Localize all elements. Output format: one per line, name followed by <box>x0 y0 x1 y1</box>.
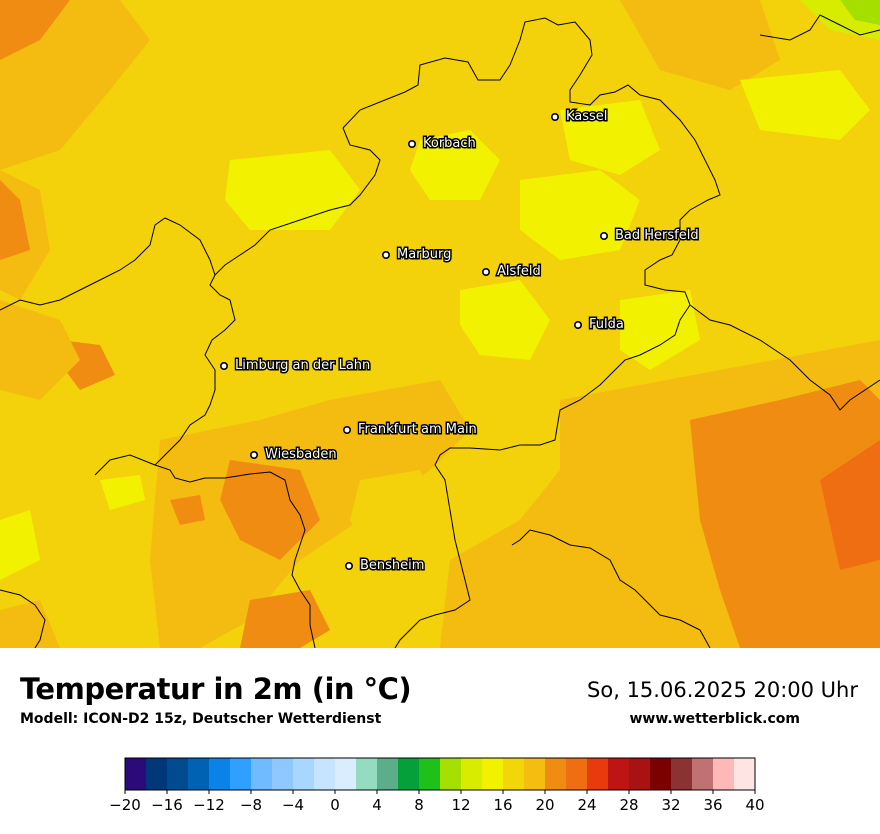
legend-swatch <box>398 758 420 790</box>
legend-swatch <box>230 758 252 790</box>
city-fulda: Fulda <box>573 316 625 334</box>
city-label: Kassel <box>566 109 607 124</box>
legend-swatch <box>713 758 735 790</box>
legend-swatch <box>461 758 483 790</box>
legend-tick-label: 24 <box>577 796 596 814</box>
legend-swatch <box>293 758 315 790</box>
city-label: Limburg an der Lahn <box>235 358 370 373</box>
city-limburg-an-der-lahn: Limburg an der Lahn <box>220 357 372 375</box>
legend-tick-label: −20 <box>109 796 141 814</box>
legend-swatch <box>524 758 546 790</box>
legend-frame <box>124 757 756 791</box>
legend-swatch <box>356 758 378 790</box>
legend-tick-label: 4 <box>372 796 382 814</box>
legend-swatch <box>545 758 567 790</box>
state-border <box>0 14 880 649</box>
legend-tick-label: 40 <box>745 796 764 814</box>
city-label: Bensheim <box>360 558 424 573</box>
forecast-datetime: So, 15.06.2025 20:00 Uhr <box>587 678 858 702</box>
legend-swatch <box>209 758 231 790</box>
temperature-field <box>0 0 880 648</box>
legend-swatch <box>272 758 294 790</box>
legend-swatch <box>251 758 273 790</box>
city-frankfurt-am-main: Frankfurt am Main <box>342 421 478 439</box>
legend-tick-label: −12 <box>193 796 225 814</box>
legend-swatch <box>734 758 756 790</box>
city-label: Wiesbaden <box>265 447 337 462</box>
city-korbach: Korbach <box>407 135 477 153</box>
legend-tick-label: −16 <box>151 796 183 814</box>
legend-swatch <box>650 758 672 790</box>
website-link[interactable]: www.wetterblick.com <box>629 711 801 727</box>
legend-swatch <box>125 758 147 790</box>
legend-swatch <box>419 758 441 790</box>
temperature-map: Kassel Korbach Bad Hersfeld Marburg Alsf… <box>0 0 880 649</box>
city-alsfeld: Alsfeld <box>481 263 542 281</box>
legend-tick-label: 12 <box>451 796 470 814</box>
legend-swatch <box>146 758 168 790</box>
legend-swatch <box>692 758 714 790</box>
legend-tick-label: 8 <box>414 796 424 814</box>
legend-tick-label: 20 <box>535 796 554 814</box>
model-source: Modell: ICON-D2 15z, Deutscher Wetterdie… <box>20 711 382 727</box>
city-wiesbaden: Wiesbaden <box>250 446 338 464</box>
legend-swatch <box>608 758 630 790</box>
legend-tick-label: 36 <box>703 796 722 814</box>
legend-tick-label: 16 <box>493 796 512 814</box>
city-kassel: Kassel <box>550 108 609 126</box>
legend-tick-label: −8 <box>240 796 262 814</box>
legend-swatch <box>440 758 462 790</box>
legend-swatch <box>377 758 399 790</box>
city-bad-hersfeld: Bad Hersfeld <box>599 227 700 245</box>
city-label: Marburg <box>397 247 451 262</box>
color-legend: −20 −16 −12 −8 −4 0 4 8 12 16 20 24 28 32 36 40 <box>0 748 880 830</box>
legend-swatch <box>482 758 504 790</box>
city-label: Fulda <box>589 317 624 332</box>
city-label: Alsfeld <box>497 264 541 279</box>
legend-swatch <box>167 758 189 790</box>
map-footer: Temperatur in 2m (in °C) Modell: ICON-D2… <box>0 648 880 830</box>
legend-tick-label: 32 <box>661 796 680 814</box>
legend-tick-label: −4 <box>282 796 304 814</box>
map-title: Temperatur in 2m (in °C) <box>20 672 412 706</box>
city-markers: Kassel Korbach Bad Hersfeld Marburg Alsf… <box>220 108 700 575</box>
legend-swatch <box>335 758 357 790</box>
legend-swatch <box>314 758 336 790</box>
legend-swatch <box>671 758 693 790</box>
legend-swatch <box>503 758 525 790</box>
city-label: Frankfurt am Main <box>358 422 477 437</box>
legend-tick-label: 28 <box>619 796 638 814</box>
legend-tick-label: 0 <box>330 796 340 814</box>
city-label: Bad Hersfeld <box>615 228 699 243</box>
city-bensheim: Bensheim <box>344 557 426 575</box>
legend-swatch <box>587 758 609 790</box>
city-label: Korbach <box>423 136 476 151</box>
legend-swatch <box>629 758 651 790</box>
legend-swatch <box>566 758 588 790</box>
legend-swatch <box>188 758 210 790</box>
city-marburg: Marburg <box>381 246 453 264</box>
